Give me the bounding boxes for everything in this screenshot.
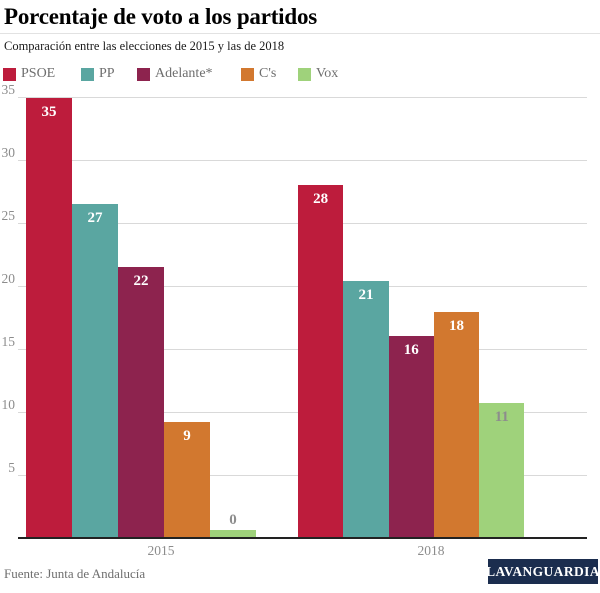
legend-swatch-cs — [241, 67, 254, 81]
y-axis-tick-label-25: 25 — [1, 208, 16, 223]
legend-label-pp: PP — [99, 66, 115, 81]
bar-value-label-vox-2015: 0 — [229, 512, 237, 529]
legend-label-psoe: PSOE — [21, 66, 56, 81]
x-axis-line — [18, 537, 587, 539]
x-axis-label-2018: 2018 — [417, 543, 445, 558]
bar-value-label-adelante-2018: 16 — [403, 342, 419, 359]
y-axis-tick-label-20: 20 — [1, 271, 16, 286]
legend-label-cs: C's — [259, 66, 277, 81]
legend-swatch-vox — [298, 67, 311, 81]
legend-swatch-adelante — [137, 67, 150, 81]
source-note: Fuente: Junta de Andalucía — [4, 566, 146, 581]
legend-item-cs: C's — [241, 67, 276, 81]
bar-value-label-cs-2018: 18 — [449, 318, 465, 335]
legend-swatch-psoe — [3, 67, 16, 81]
bar-psoe-2018 — [298, 185, 344, 538]
gridline-35 — [18, 97, 587, 98]
legend-label-adelante: Adelante* — [155, 66, 213, 81]
x-axis-label-2015: 2015 — [147, 543, 175, 558]
y-axis-tick-label-5: 5 — [8, 460, 15, 475]
legend-item-pp: PP — [81, 67, 115, 81]
page-title: Porcentaje de voto a los partidos — [4, 4, 318, 29]
y-axis-tick-label-30: 30 — [1, 145, 16, 160]
bar-value-label-psoe-2015: 35 — [41, 104, 57, 121]
chart-subtitle: Comparación entre las elecciones de 2015… — [4, 39, 285, 53]
bar-value-label-adelante-2015: 22 — [133, 273, 149, 290]
bar-value-label-psoe-2018: 28 — [313, 191, 329, 208]
bar-vox-2018 — [479, 403, 525, 538]
bar-value-label-pp-2018: 21 — [358, 286, 374, 303]
legend-label-vox: Vox — [316, 66, 339, 81]
legend-item-vox: Vox — [298, 67, 338, 81]
title-divider — [0, 33, 600, 34]
chart-legend: PSOE PP Adelante* C's Vox — [0, 67, 600, 82]
y-axis-tick-label-35: 35 — [1, 82, 16, 97]
bar-adelante-2015 — [118, 267, 164, 538]
bar-cs-2015 — [164, 422, 210, 538]
bar-pp-2018 — [343, 280, 389, 538]
legend-item-psoe: PSOE — [3, 67, 55, 81]
bar-adelante-2018 — [388, 336, 434, 538]
gridline-30 — [18, 160, 587, 161]
legend-swatch-pp — [81, 67, 94, 81]
bar-value-label-pp-2015: 27 — [87, 210, 103, 227]
bar-psoe-2015 — [26, 98, 72, 538]
bar-value-label-cs-2015: 9 — [183, 428, 191, 445]
y-axis-tick-label-15: 15 — [1, 334, 16, 349]
logo-text: LAVANGUARDIA — [486, 563, 600, 579]
y-axis-tick-label-10: 10 — [1, 397, 16, 412]
lavanguardia-logo: LAVANGUARDIA — [486, 559, 600, 584]
legend-item-adelante: Adelante* — [137, 67, 213, 81]
bar-value-label-vox-2018: 11 — [494, 409, 509, 426]
bar-cs-2018 — [433, 312, 480, 538]
bar-vox-2015 — [210, 530, 256, 538]
bar-pp-2015 — [72, 204, 118, 538]
